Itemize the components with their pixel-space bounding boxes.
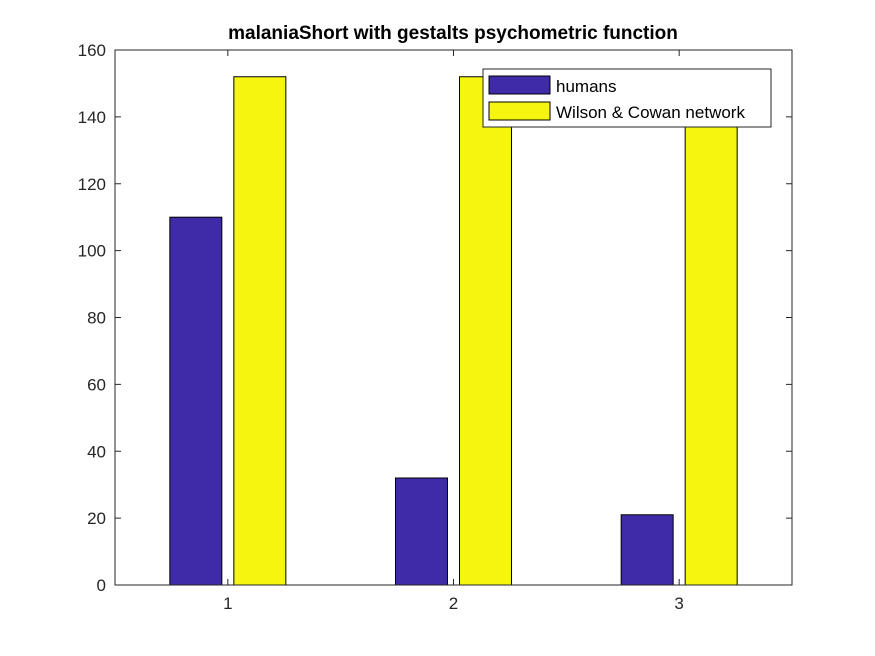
y-tick-label-100: 100 — [78, 242, 106, 261]
chart-title: malaniaShort with gestalts psychometric … — [228, 23, 678, 44]
bar-humans-3 — [620, 514, 674, 586]
y-tick-label-80: 80 — [87, 309, 106, 328]
bar-wilson-cowan-2 — [459, 76, 512, 586]
legend: humans Wilson & Cowan network — [482, 68, 772, 128]
x-tick-label-2: 2 — [449, 594, 458, 613]
y-tick-label-140: 140 — [78, 108, 106, 127]
x-tick-label-1: 1 — [223, 594, 232, 613]
y-tick-label-0: 0 — [97, 576, 106, 595]
bar-wilson-cowan-1 — [233, 76, 287, 586]
legend-label-humans: humans — [556, 77, 616, 96]
x-axis: 1 2 3 — [223, 50, 684, 613]
bar-humans-2 — [395, 477, 448, 586]
bar-wilson-cowan-3 — [684, 76, 738, 586]
y-tick-label-160: 160 — [78, 41, 106, 60]
y-tick-label-20: 20 — [87, 509, 106, 528]
legend-label-wilson-cowan: Wilson & Cowan network — [556, 103, 745, 122]
legend-swatch-wilson-cowan — [488, 101, 551, 121]
bar-humans-1 — [169, 216, 223, 586]
y-tick-label-120: 120 — [78, 175, 106, 194]
y-tick-label-60: 60 — [87, 375, 106, 394]
y-tick-label-40: 40 — [87, 442, 106, 461]
y-axis: 0 20 40 60 80 100 120 140 160 — [78, 41, 792, 595]
bars-layer — [169, 76, 738, 586]
legend-swatch-humans — [488, 75, 551, 95]
x-tick-label-3: 3 — [674, 594, 683, 613]
